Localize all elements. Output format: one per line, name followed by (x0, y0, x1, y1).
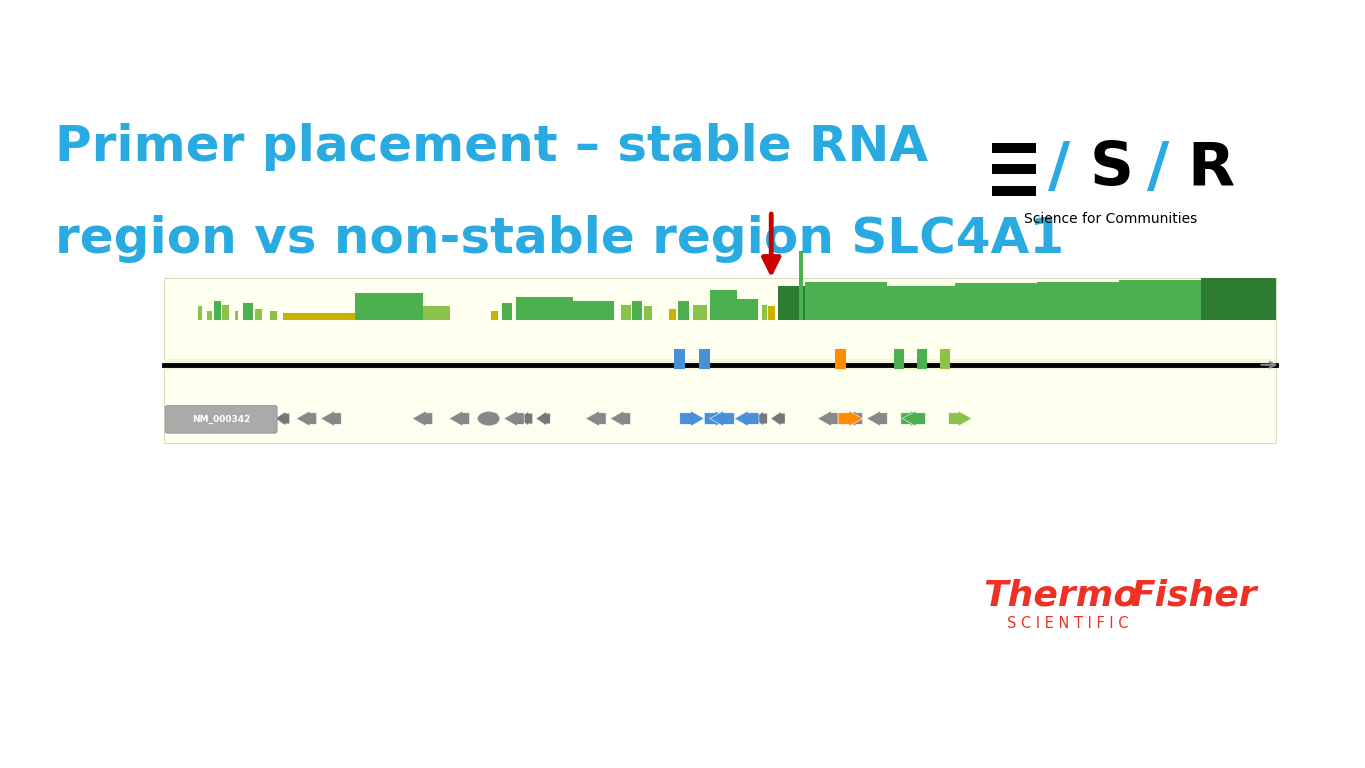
FancyArrow shape (412, 411, 433, 426)
FancyBboxPatch shape (678, 301, 689, 320)
FancyBboxPatch shape (699, 349, 710, 369)
FancyBboxPatch shape (917, 349, 927, 369)
FancyBboxPatch shape (270, 311, 277, 320)
FancyArrow shape (296, 411, 317, 426)
FancyBboxPatch shape (1037, 282, 1119, 320)
FancyArrow shape (519, 412, 532, 425)
FancyBboxPatch shape (164, 278, 1276, 443)
FancyBboxPatch shape (164, 359, 1276, 370)
FancyBboxPatch shape (992, 143, 1036, 153)
Text: Primer placement – stable RNA: Primer placement – stable RNA (55, 123, 928, 171)
FancyBboxPatch shape (214, 301, 221, 320)
Text: /: / (1048, 140, 1070, 198)
FancyBboxPatch shape (207, 311, 212, 320)
FancyBboxPatch shape (573, 301, 614, 320)
FancyBboxPatch shape (669, 309, 676, 320)
FancyArrow shape (867, 411, 887, 426)
FancyBboxPatch shape (799, 251, 803, 320)
FancyBboxPatch shape (355, 293, 423, 320)
Text: R: R (1188, 140, 1235, 198)
FancyArrow shape (449, 411, 470, 426)
FancyBboxPatch shape (516, 297, 573, 320)
FancyBboxPatch shape (198, 306, 202, 320)
FancyArrow shape (680, 411, 704, 426)
Ellipse shape (478, 412, 500, 425)
FancyArrow shape (258, 412, 272, 425)
FancyBboxPatch shape (423, 306, 450, 320)
Text: /: / (1147, 140, 1168, 198)
FancyBboxPatch shape (992, 186, 1036, 196)
FancyArrow shape (536, 412, 550, 425)
FancyArrow shape (504, 411, 524, 426)
FancyBboxPatch shape (887, 286, 955, 320)
FancyBboxPatch shape (955, 283, 1037, 320)
FancyBboxPatch shape (621, 305, 631, 320)
FancyBboxPatch shape (992, 164, 1036, 174)
Text: Science for Communities: Science for Communities (1024, 212, 1197, 226)
Text: Fisher: Fisher (1130, 578, 1257, 612)
FancyArrow shape (476, 411, 497, 426)
FancyBboxPatch shape (502, 303, 512, 320)
FancyBboxPatch shape (283, 313, 355, 320)
FancyBboxPatch shape (1119, 280, 1201, 320)
FancyBboxPatch shape (768, 306, 775, 320)
FancyBboxPatch shape (710, 290, 737, 320)
Text: NM_000342: NM_000342 (192, 415, 250, 424)
FancyBboxPatch shape (165, 406, 277, 433)
Text: Thermo: Thermo (983, 578, 1138, 612)
FancyBboxPatch shape (835, 349, 846, 369)
FancyBboxPatch shape (222, 305, 229, 320)
FancyBboxPatch shape (894, 349, 904, 369)
FancyArrow shape (734, 411, 759, 426)
FancyArrow shape (321, 411, 341, 426)
FancyBboxPatch shape (762, 305, 767, 320)
FancyArrow shape (586, 411, 606, 426)
Text: region vs non-stable region SLC4A1: region vs non-stable region SLC4A1 (55, 215, 1063, 263)
FancyArrow shape (771, 412, 785, 425)
FancyBboxPatch shape (644, 306, 652, 320)
FancyBboxPatch shape (235, 311, 238, 320)
FancyArrow shape (818, 411, 838, 426)
Text: S C I E N T I F I C: S C I E N T I F I C (1007, 616, 1129, 631)
FancyBboxPatch shape (737, 299, 758, 320)
FancyArrow shape (949, 411, 972, 426)
FancyArrow shape (710, 411, 734, 426)
FancyBboxPatch shape (491, 311, 498, 320)
FancyBboxPatch shape (632, 301, 642, 320)
FancyBboxPatch shape (693, 305, 707, 320)
Text: S: S (1089, 140, 1133, 198)
FancyArrow shape (704, 411, 729, 426)
FancyBboxPatch shape (805, 282, 887, 320)
FancyArrow shape (753, 412, 767, 425)
FancyArrow shape (838, 411, 863, 426)
FancyArrow shape (276, 412, 289, 425)
FancyArrow shape (610, 411, 631, 426)
FancyBboxPatch shape (1201, 278, 1276, 320)
FancyBboxPatch shape (243, 303, 253, 320)
FancyBboxPatch shape (674, 349, 685, 369)
FancyBboxPatch shape (940, 349, 950, 369)
FancyArrow shape (901, 411, 924, 426)
FancyBboxPatch shape (255, 309, 262, 320)
FancyArrow shape (842, 411, 863, 426)
FancyArrow shape (902, 411, 925, 426)
FancyBboxPatch shape (778, 286, 805, 320)
